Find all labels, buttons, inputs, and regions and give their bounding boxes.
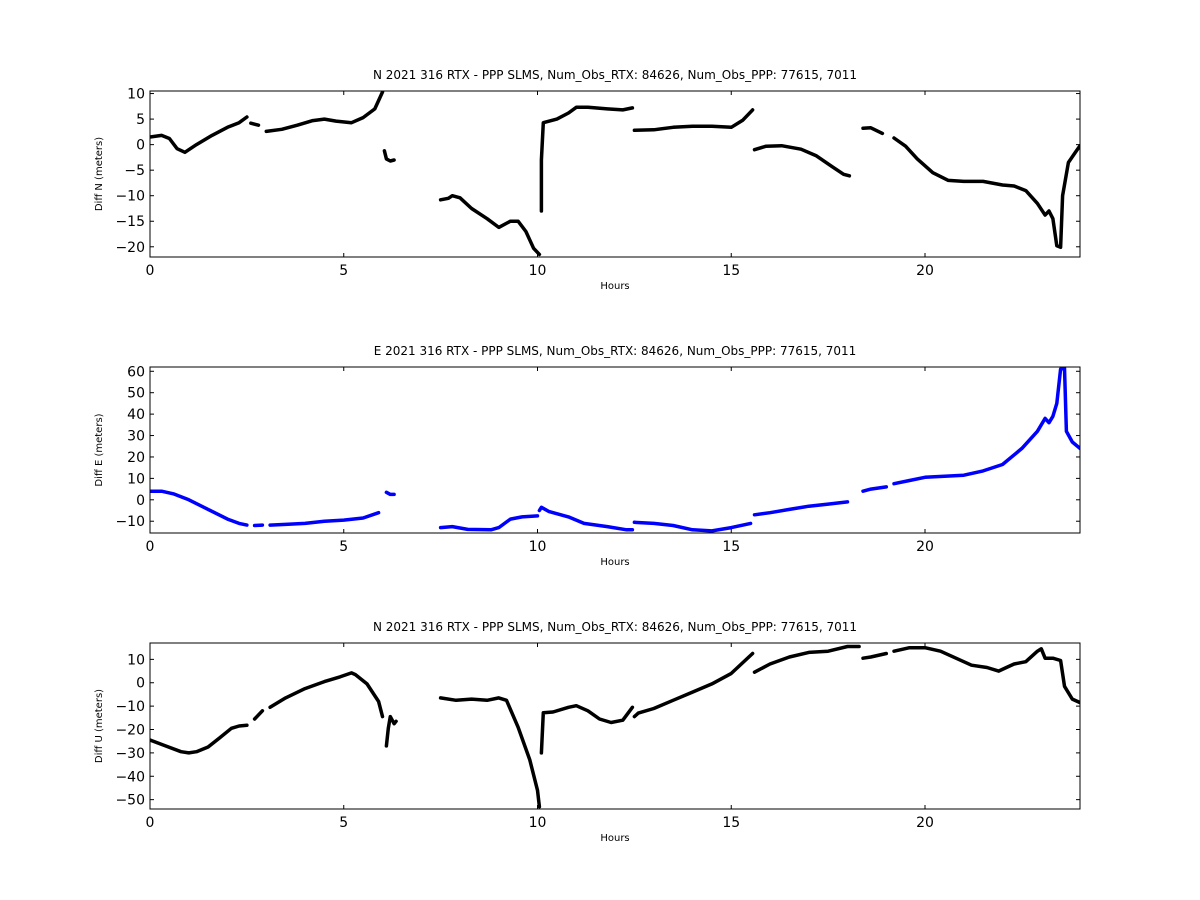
y-tick-label: 10 xyxy=(127,87,145,103)
chart-title: E 2021 316 RTX - PPP SLMS, Num_Obs_RTX: … xyxy=(374,344,857,358)
x-tick-label: 20 xyxy=(916,539,934,555)
x-tick-label: 15 xyxy=(722,815,740,831)
series-segment xyxy=(892,645,1080,705)
series-segment xyxy=(861,126,885,136)
series-segment xyxy=(252,709,265,721)
series-segment xyxy=(537,505,635,532)
series-segment xyxy=(438,696,542,809)
series-segment xyxy=(861,651,889,660)
series-segment xyxy=(268,510,381,527)
y-tick-label: −20 xyxy=(115,240,145,256)
series-segment xyxy=(632,520,753,533)
series-segment xyxy=(752,644,861,674)
y-tick-label: −15 xyxy=(115,214,145,230)
series-segment xyxy=(892,136,1080,250)
series-segment xyxy=(632,108,755,133)
y-tick-label: −10 xyxy=(115,699,145,715)
x-axis-label: Hours xyxy=(600,833,629,844)
y-tick-label: −10 xyxy=(115,189,145,205)
chart-title: N 2021 316 RTX - PPP SLMS, Num_Obs_RTX: … xyxy=(373,620,857,634)
series-segment xyxy=(150,489,249,527)
y-tick-label: −40 xyxy=(115,769,145,785)
x-tick-label: 10 xyxy=(529,539,547,555)
axes-frame xyxy=(149,90,1081,258)
series-segment xyxy=(382,149,396,163)
y-axis-label: Diff E (meters) xyxy=(94,413,105,486)
y-tick-label: −20 xyxy=(115,723,145,739)
series-segment xyxy=(264,91,385,134)
x-tick-label: 15 xyxy=(722,263,740,279)
y-tick-label: 0 xyxy=(136,676,145,692)
x-axis-label: Hours xyxy=(600,557,629,568)
chart-title: N 2021 316 RTX - PPP SLMS, Num_Obs_RTX: … xyxy=(373,68,857,82)
data-series xyxy=(150,367,1080,533)
series-segment xyxy=(438,514,540,532)
data-series xyxy=(150,644,1080,809)
subplot-3: 0 5 10 15 20 10 0 −10 −20 −30 −40 −50 N 2021 316 RTX… xyxy=(94,620,1081,844)
y-axis-label: Diff N (meters) xyxy=(94,137,105,211)
x-tick-label: 0 xyxy=(146,815,155,831)
series-segment xyxy=(752,500,850,517)
series-segment xyxy=(539,105,635,213)
y-tick-label: 0 xyxy=(136,138,145,154)
series-segment xyxy=(249,121,261,127)
series-segment xyxy=(150,723,249,755)
axes-frame xyxy=(149,366,1081,534)
x-tick-label: 5 xyxy=(339,539,348,555)
x-axis-label: Hours xyxy=(600,281,629,292)
series-segment xyxy=(268,671,385,719)
y-axis-label: Diff U (meters) xyxy=(94,689,105,763)
x-tick-label: 0 xyxy=(146,539,155,555)
y-tick-label: 10 xyxy=(127,471,145,487)
x-tick-label: 20 xyxy=(916,263,934,279)
series-segment xyxy=(892,367,1080,486)
x-tick-label: 5 xyxy=(339,815,348,831)
series-segment xyxy=(384,714,398,748)
y-tick-label: 30 xyxy=(127,429,145,445)
data-series xyxy=(150,91,1080,257)
y-tick-label: −30 xyxy=(115,746,145,762)
y-tick-label: 5 xyxy=(136,112,145,128)
y-tick-label: 40 xyxy=(127,407,145,423)
series-segment xyxy=(752,143,852,178)
y-tick-label: 20 xyxy=(127,450,145,466)
series-segment xyxy=(384,490,396,497)
axes-frame xyxy=(149,642,1081,810)
series-segment xyxy=(438,193,542,257)
y-tick-label: 0 xyxy=(136,493,145,509)
series-segment xyxy=(861,485,889,493)
series-segment xyxy=(632,651,755,719)
subplot-1: 0 5 10 15 20 10 5 0 −5 −10 −15 −20 N 2021 316 RTX - … xyxy=(94,68,1081,292)
y-tick-label: −50 xyxy=(115,793,145,809)
x-tick-label: 10 xyxy=(529,815,547,831)
series-segment xyxy=(539,703,635,755)
y-tick-label: 10 xyxy=(127,652,145,668)
y-tick-label: −10 xyxy=(115,514,145,530)
y-tick-label: −5 xyxy=(124,163,145,179)
x-tick-label: 10 xyxy=(529,263,547,279)
x-tick-label: 0 xyxy=(146,263,155,279)
series-segment xyxy=(150,115,249,155)
x-tick-label: 15 xyxy=(722,539,740,555)
x-tick-label: 5 xyxy=(339,263,348,279)
x-tick-label: 20 xyxy=(916,815,934,831)
y-tick-label: 60 xyxy=(127,364,145,380)
y-tick-label: 50 xyxy=(127,386,145,402)
